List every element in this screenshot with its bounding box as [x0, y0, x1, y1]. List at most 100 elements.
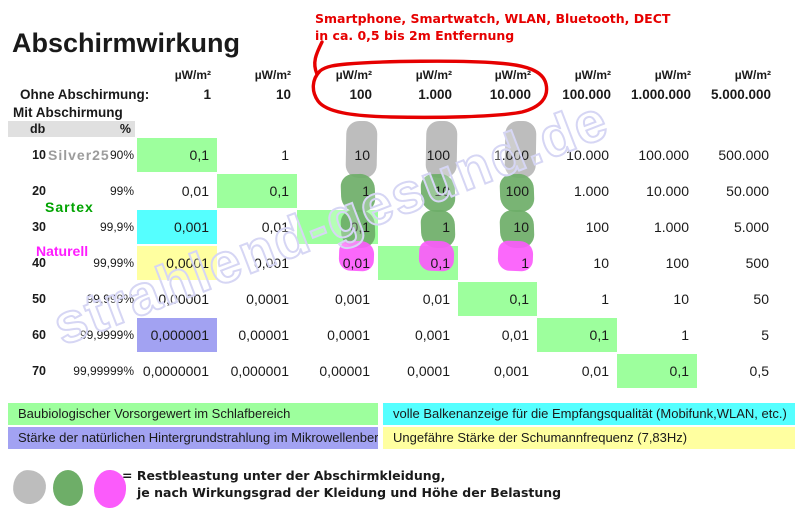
cell-value: 0,0001: [327, 327, 370, 343]
table-row-30db: 30 99,9% 0,001 0,01 0,1 1 10 100 1.000 5.000: [0, 209, 800, 249]
value-cell: 0,001: [297, 282, 378, 316]
value-cell: 0,001: [137, 210, 217, 244]
no-shielding-value: 10.000: [489, 87, 531, 102]
smartphone-annotation-line2: in ca. 0,5 bis 2m Entfernung: [315, 28, 515, 43]
table-row-60db: 60 99,9999% 0,000001 0,00001 0,0001 0,001 0,01…: [0, 318, 800, 352]
value-cell: 0,00001: [217, 318, 297, 352]
cell-value: 0,001: [414, 327, 450, 343]
value-cell: 10.000: [537, 138, 617, 172]
value-cell: 1.000: [458, 120, 537, 179]
cell-value: 0,001: [173, 219, 209, 235]
db-value: 30: [32, 220, 46, 234]
no-shielding-value: 1.000.000: [630, 87, 691, 102]
db-value: 50: [32, 292, 46, 306]
db-value: 40: [32, 256, 46, 270]
db-value: 20: [32, 184, 46, 198]
cell-value: 500.000: [718, 147, 769, 163]
value-cell: 1.000: [617, 210, 697, 244]
cell-value: 0,01: [581, 363, 609, 379]
cell-value: 10: [593, 255, 609, 271]
residual-legend-text: = Restbleastung unter der Abschirmkleidu…: [122, 467, 561, 501]
no-shielding-value: 100.000: [562, 87, 611, 102]
unit-header-uwm2: µW/m²: [734, 68, 771, 82]
legend-item-1: volle Balkenanzeige für die Empfangsqual…: [383, 403, 795, 425]
smartphone-annotation-line1: Smartphone, Smartwatch, WLAN, Bluetooth,…: [315, 11, 671, 26]
value-cell: 0,1: [137, 138, 217, 172]
shielding-percent: 99,99%: [93, 256, 134, 270]
residual-legend-line2: je nach Wirkungsgrad der Kleidung und Hö…: [137, 485, 562, 500]
unit-header-uwm2: µW/m²: [174, 68, 211, 82]
value-cell: 0,0001: [217, 282, 297, 316]
legend-item-0: Baubiologischer Vorsorgewert im Schlafbe…: [8, 403, 378, 425]
cell-value: 10: [434, 183, 450, 199]
shielding-percent: 90%: [109, 148, 134, 162]
legend-item-2: Stärke der natürlichen Hintergrundstrahl…: [8, 427, 378, 449]
db-value: 70: [32, 364, 46, 378]
value-cell: 0,5: [697, 354, 777, 388]
value-cell: 0,01: [137, 174, 217, 208]
value-cell: 0,01: [217, 210, 297, 244]
cell-value: 1.000: [493, 147, 529, 163]
value-cell: 1: [217, 138, 297, 172]
value-cell: 0,000001: [217, 354, 297, 388]
value-cell: 0,01: [297, 240, 378, 280]
cell-value: 0,000001: [230, 363, 289, 379]
cell-value: 0,1: [589, 327, 609, 343]
no-shielding-value: 10: [275, 87, 291, 102]
value-cell: 1: [617, 318, 697, 352]
unit-header-uwm2: µW/m²: [574, 68, 611, 82]
cell-value: 500: [745, 255, 769, 271]
no-shielding-value: 100: [349, 87, 372, 102]
value-cell: 100: [537, 210, 617, 244]
cell-value: 1.000: [653, 219, 689, 235]
table-row-50db: 50 99,999% 0,00001 0,0001 0,001 0,01 0,1 1 10 50: [0, 282, 800, 316]
value-cell: 50: [697, 282, 777, 316]
brand-label-naturell: Naturell: [36, 243, 89, 259]
cell-value: 10.000: [646, 183, 689, 199]
value-cell: 0,0001: [297, 318, 378, 352]
cell-value: 10: [354, 147, 370, 163]
cell-value: 0,1: [669, 363, 689, 379]
legend-item-3: Ungefähre Stärke der Schumannfrequenz (7…: [383, 427, 795, 449]
value-cell: 0,01: [378, 282, 458, 316]
value-cell: 0,0001: [137, 246, 217, 280]
shielding-percent: 99,99999%: [73, 364, 134, 378]
value-cell: 100: [378, 120, 458, 179]
cell-value: 10.000: [566, 147, 609, 163]
value-cell: 10: [617, 282, 697, 316]
cell-value: 5.000: [733, 219, 769, 235]
unit-header-uwm2: µW/m²: [335, 68, 372, 82]
cell-value: 10: [513, 219, 529, 235]
value-cell: 1: [537, 282, 617, 316]
value-cell: 10: [537, 246, 617, 280]
residual-sample-blob-0: [11, 468, 48, 506]
value-cell: 0,01: [458, 318, 537, 352]
value-cell: 100.000: [617, 138, 697, 172]
cell-value: 1: [601, 291, 609, 307]
brand-label-sartex: Sartex: [45, 199, 94, 215]
cell-value: 0,001: [334, 291, 370, 307]
value-cell: 10: [378, 173, 458, 213]
value-cell: 0,001: [217, 246, 297, 280]
residual-sample-blob-1: [53, 470, 83, 506]
cell-value: 0,01: [261, 219, 289, 235]
value-cell: 0,00001: [137, 282, 217, 316]
unit-header-uwm2: µW/m²: [415, 68, 452, 82]
db-value: 60: [32, 328, 46, 342]
cell-value: 0,5: [749, 363, 769, 379]
value-cell: 5.000: [697, 210, 777, 244]
value-cell: 0,1: [537, 318, 617, 352]
cell-value: 0,00001: [238, 327, 289, 343]
value-cell: 1: [378, 209, 458, 249]
value-cell: 10: [458, 209, 537, 249]
cell-value: 0,1: [350, 219, 370, 235]
cell-value: 1.000: [573, 183, 609, 199]
value-cell: 0,0000001: [137, 354, 217, 388]
shielding-percent: 99,9%: [99, 220, 134, 234]
value-cell: 1: [458, 240, 537, 280]
cell-value: 50: [753, 291, 769, 307]
value-cell: 0,000001: [137, 318, 217, 352]
shielding-percent: 99,999%: [86, 292, 134, 306]
cell-value: 1: [521, 255, 529, 271]
